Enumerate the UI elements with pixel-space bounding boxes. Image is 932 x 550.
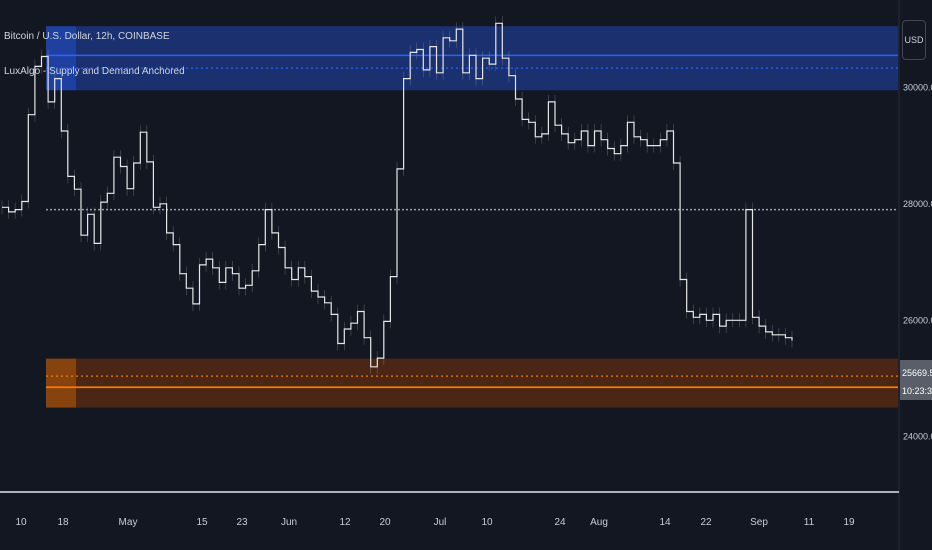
x-tick-label: 23 — [236, 517, 248, 528]
x-tick-label: Sep — [750, 517, 768, 528]
x-tick-label: 10 — [15, 517, 27, 528]
x-tick-label: 18 — [57, 517, 69, 528]
time-axis[interactable]: 10 18 May 15 23 Jun 12 20 Jul 10 24 Aug 14 22 Sep 11 19 — [15, 517, 855, 528]
price-series-line — [2, 22, 793, 368]
demand-zone — [46, 358, 898, 408]
x-tick-label: 19 — [843, 517, 855, 528]
y-tick-label: 26000.00 — [903, 315, 932, 325]
x-tick-label: 11 — [804, 517, 815, 528]
x-tick-label: 10 — [481, 517, 493, 528]
x-tick-label: Jul — [434, 517, 447, 528]
bar-countdown-label: 10:23:31 — [902, 386, 932, 396]
x-tick-label: Jun — [281, 517, 297, 528]
y-tick-label: 30000.00 — [903, 82, 932, 92]
x-tick-label: 14 — [659, 517, 671, 528]
demand-zone-anchor — [46, 358, 76, 408]
currency-button[interactable]: USD — [902, 20, 926, 60]
x-tick-label: Aug — [590, 517, 608, 528]
last-price-tag: 25669.53 10:23:31 — [900, 360, 932, 400]
x-tick-label: 15 — [196, 517, 208, 528]
y-tick-label: 28000.00 — [903, 199, 932, 209]
x-tick-label: 12 — [339, 517, 351, 528]
indicator-name[interactable]: LuxAlgo - Supply and Demand Anchored — [4, 66, 185, 77]
x-tick-label: May — [119, 517, 138, 528]
x-tick-label: 20 — [379, 517, 391, 528]
x-tick-label: 22 — [700, 517, 712, 528]
price-axis[interactable]: 30000.00 28000.00 26000.00 24000.00 — [903, 82, 932, 441]
symbol-title: Bitcoin / U.S. Dollar, 12h, COINBASE — [4, 31, 170, 42]
x-tick-label: 24 — [554, 517, 566, 528]
supply-zone — [46, 26, 898, 91]
y-tick-label: 24000.00 — [903, 432, 932, 442]
last-price-label: 25669.53 — [902, 368, 932, 378]
